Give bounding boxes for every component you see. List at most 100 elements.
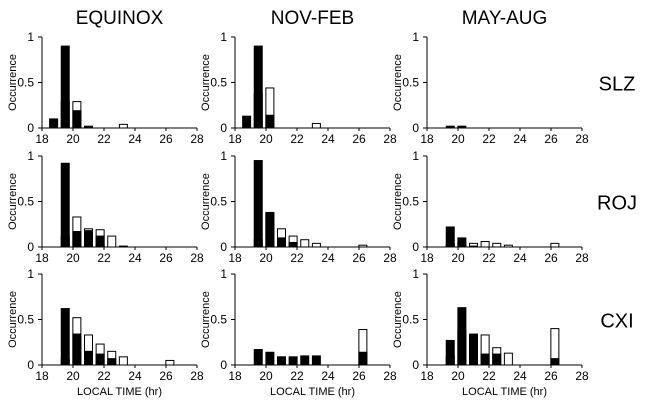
filled-bar <box>480 353 490 366</box>
x-tick-label: 28 <box>383 132 397 146</box>
filled-bar <box>60 308 70 366</box>
row-label: CXI <box>600 311 633 333</box>
y-tick-label: 0.5 <box>402 76 419 90</box>
y-tick-label: 0 <box>220 358 227 372</box>
filled-bar <box>277 356 286 366</box>
x-tick-label: 18 <box>35 132 49 146</box>
x-tick-label: 18 <box>228 132 242 146</box>
x-tick-label: 22 <box>482 251 496 265</box>
y-tick-label: 0.5 <box>17 313 34 327</box>
filled-bar <box>253 160 263 248</box>
x-tick-label: 28 <box>383 251 397 265</box>
y-tick-label: 1 <box>220 30 227 44</box>
x-tick-label: 28 <box>575 132 589 146</box>
y-tick-label: 0.5 <box>210 313 227 327</box>
open-bar <box>118 356 128 366</box>
open-bar <box>300 239 310 248</box>
y-tick-label: 1 <box>412 149 419 163</box>
x-tick-label: 22 <box>290 369 304 383</box>
filled-bar <box>445 125 455 129</box>
filled-bar <box>550 358 560 366</box>
x-tick-label: 24 <box>513 251 527 265</box>
x-tick-label: 20 <box>451 132 465 146</box>
y-axis-title: Occurrence <box>200 291 212 348</box>
filled-bar <box>72 231 82 248</box>
y-axis-title: Occurrence <box>392 54 404 111</box>
filled-bar <box>242 115 252 129</box>
x-tick-label: 18 <box>420 369 434 383</box>
open-bar <box>165 359 175 366</box>
filled-bar <box>95 353 105 366</box>
y-tick-label: 0.5 <box>17 195 34 209</box>
y-tick-label: 0 <box>412 121 419 135</box>
x-tick-label: 22 <box>97 369 111 383</box>
filled-bar <box>288 356 298 366</box>
filled-bar <box>492 353 502 366</box>
y-tick-label: 0 <box>27 358 34 372</box>
x-tick-label: 20 <box>259 132 273 146</box>
filled-bar <box>84 230 93 248</box>
filled-bar <box>95 235 105 248</box>
filled-bar <box>288 241 298 248</box>
x-tick-label: 28 <box>575 251 589 265</box>
row-label: ROJ <box>597 193 637 215</box>
x-tick-label: 18 <box>35 251 49 265</box>
x-axis-title: LOCAL TIME (hr) <box>270 386 355 398</box>
open-bar <box>311 242 321 248</box>
x-tick-label: 28 <box>190 251 204 265</box>
y-tick-label: 1 <box>412 30 419 44</box>
x-tick-label: 20 <box>66 369 80 383</box>
open-bar <box>492 242 502 248</box>
open-bar <box>480 241 490 248</box>
x-tick-label: 20 <box>451 369 465 383</box>
x-tick-label: 20 <box>66 251 80 265</box>
filled-bar <box>72 333 82 366</box>
x-tick-label: 22 <box>97 251 111 265</box>
y-tick-label: 0 <box>27 240 34 254</box>
filled-bar <box>445 339 455 366</box>
filled-bar <box>457 237 467 248</box>
row-label: SLZ <box>599 74 636 96</box>
y-axis-title: Occurrence <box>7 54 19 111</box>
filled-bar <box>60 162 70 248</box>
x-tick-label: 28 <box>190 132 204 146</box>
filled-bar <box>358 351 368 366</box>
x-tick-label: 24 <box>128 132 142 146</box>
y-axis-title: Occurrence <box>392 173 404 230</box>
open-bar <box>503 352 513 366</box>
x-tick-label: 26 <box>159 369 173 383</box>
filled-bar <box>265 114 275 129</box>
x-tick-label: 26 <box>352 251 366 265</box>
filled-bar <box>469 245 478 248</box>
open-bar <box>503 244 513 248</box>
x-tick-label: 18 <box>228 251 242 265</box>
y-tick-label: 0 <box>412 240 419 254</box>
y-tick-label: 1 <box>412 267 419 281</box>
filled-bar <box>253 349 263 366</box>
x-tick-label: 18 <box>35 369 49 383</box>
filled-bar <box>457 125 467 129</box>
filled-bar <box>445 226 455 248</box>
y-axis-title: Occurrence <box>392 291 404 348</box>
x-axis-title: LOCAL TIME (hr) <box>462 386 547 398</box>
x-tick-label: 22 <box>97 132 111 146</box>
x-tick-label: 18 <box>420 251 434 265</box>
x-tick-label: 26 <box>159 251 173 265</box>
filled-bar <box>457 307 467 366</box>
column-title: MAY-AUG <box>462 8 548 29</box>
open-bar <box>107 235 117 248</box>
x-tick-label: 24 <box>321 369 335 383</box>
x-tick-label: 26 <box>544 132 558 146</box>
x-tick-label: 24 <box>128 369 142 383</box>
filled-bar <box>49 118 59 129</box>
x-tick-label: 22 <box>290 132 304 146</box>
x-tick-label: 20 <box>259 251 273 265</box>
y-tick-label: 1 <box>220 149 227 163</box>
x-tick-label: 22 <box>290 251 304 265</box>
filled-bar <box>311 355 321 366</box>
x-axis-title: LOCAL TIME (hr) <box>77 386 162 398</box>
x-tick-label: 20 <box>259 369 273 383</box>
y-tick-label: 0.5 <box>402 313 419 327</box>
y-axis-title: Occurrence <box>7 291 19 348</box>
